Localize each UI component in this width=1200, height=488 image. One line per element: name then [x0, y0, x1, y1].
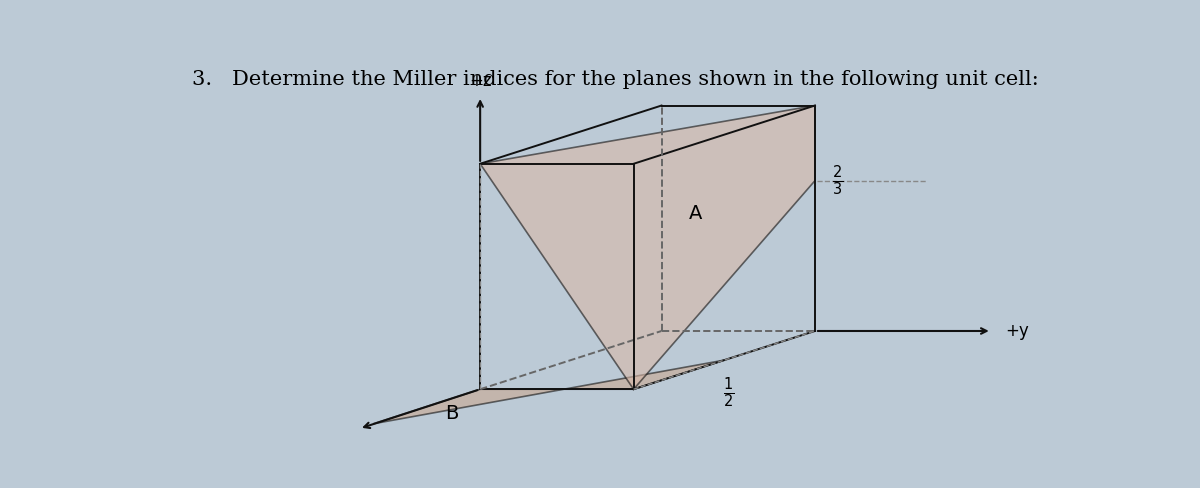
Text: A: A	[689, 204, 702, 223]
Polygon shape	[373, 360, 725, 424]
Text: 3.   Determine the Miller indices for the planes shown in the following unit cel: 3. Determine the Miller indices for the …	[192, 70, 1038, 89]
Polygon shape	[480, 105, 815, 389]
Text: +z: +z	[469, 73, 492, 90]
Text: $\frac{2}{3}$: $\frac{2}{3}$	[832, 163, 842, 198]
Text: $\frac{1}{2}$: $\frac{1}{2}$	[724, 375, 734, 409]
Text: +y: +y	[1006, 322, 1030, 340]
Text: B: B	[445, 404, 458, 423]
